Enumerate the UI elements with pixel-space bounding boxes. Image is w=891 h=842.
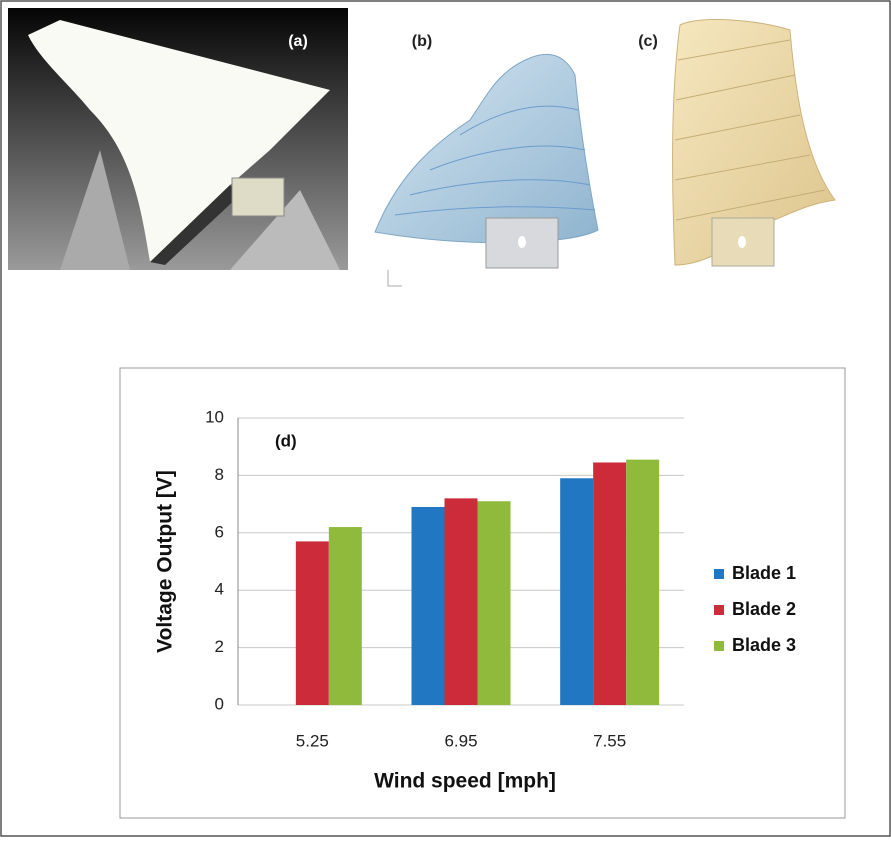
legend-swatch	[714, 569, 724, 579]
y-tick-label: 2	[215, 637, 224, 656]
bar	[445, 498, 478, 705]
y-tick-label: 10	[205, 407, 224, 426]
bar	[626, 460, 659, 705]
legend-label: Blade 3	[732, 635, 796, 655]
bar	[329, 527, 362, 705]
blade-b	[375, 54, 598, 242]
hub-hole	[518, 236, 526, 248]
legend-label: Blade 1	[732, 563, 796, 583]
legend-label: Blade 2	[732, 599, 796, 619]
bar	[560, 478, 593, 705]
x-axis-title: Wind speed [mph]	[374, 770, 556, 793]
panel-label: (c)	[638, 33, 658, 50]
annotation: (d)	[275, 431, 297, 450]
legend-swatch	[714, 605, 724, 615]
y-tick-label: 6	[215, 522, 224, 541]
panel-label: (a)	[288, 33, 308, 50]
panel-label: (b)	[412, 33, 432, 50]
y-tick-label: 8	[215, 465, 224, 484]
legend-swatch	[714, 641, 724, 651]
figure: (a) (b) (c) 0 2 4 6 8 10 (d) 5.25 6.95 7.55 Wind s…	[0, 0, 891, 837]
bar	[296, 541, 329, 705]
x-tick-label: 7.55	[593, 731, 626, 750]
bar	[593, 462, 626, 705]
y-axis-title: Voltage Output [V]	[154, 470, 177, 653]
hub-hole	[738, 236, 746, 248]
bar	[412, 507, 445, 705]
y-tick-label: 0	[215, 694, 224, 713]
axis-glyph	[388, 270, 402, 286]
x-tick-label: 6.95	[444, 731, 477, 750]
hub-a	[232, 178, 284, 216]
y-tick-label: 4	[215, 580, 224, 599]
bar	[478, 501, 511, 705]
x-tick-label: 5.25	[296, 731, 329, 750]
